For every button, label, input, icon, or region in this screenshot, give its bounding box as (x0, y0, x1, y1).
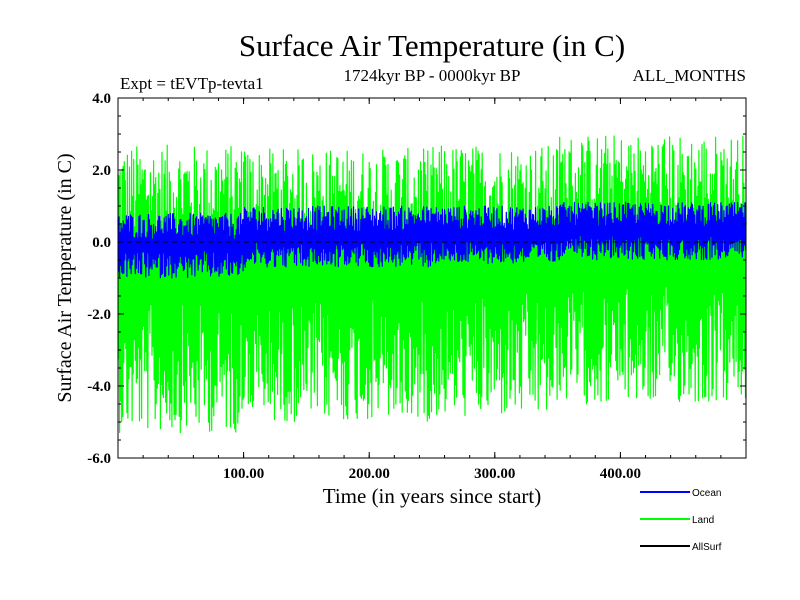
legend: Ocean Land AllSurf (640, 488, 722, 553)
x-tick-label: 200.00 (349, 466, 390, 482)
legend-label-ocean: Ocean (692, 488, 721, 499)
chart-subtitle: 1724kyr BP - 0000kyr BP (344, 66, 521, 85)
y-axis-label: Surface Air Temperature (in C) (54, 153, 76, 402)
plot-series (117, 135, 747, 434)
y-tick-label: -4.0 (87, 379, 111, 395)
months-label: ALL_MONTHS (633, 66, 746, 85)
y-tick-label: -2.0 (87, 307, 111, 323)
expt-label: Expt = tEVTp-tevta1 (120, 74, 264, 93)
legend-label-land: Land (692, 515, 714, 526)
x-tick-label: 100.00 (223, 466, 264, 482)
x-tick-label: 300.00 (474, 466, 515, 482)
y-tick-label: 0.0 (92, 235, 111, 251)
x-axis: 100.00 200.00 300.00 400.00 (142, 98, 722, 482)
y-axis: 4.0 2.0 0.0 -2.0 -4.0 -6.0 (87, 91, 746, 467)
y-tick-label: -6.0 (87, 451, 111, 467)
chart-title: Surface Air Temperature (in C) (239, 28, 625, 63)
legend-label-allsurf: AllSurf (692, 542, 722, 553)
series-land (117, 135, 747, 434)
y-tick-label: 2.0 (92, 163, 111, 179)
x-axis-label: Time (in years since start) (323, 484, 542, 508)
x-tick-label: 400.00 (600, 466, 641, 482)
y-tick-label: 4.0 (92, 91, 111, 107)
series-ocean (117, 201, 747, 279)
